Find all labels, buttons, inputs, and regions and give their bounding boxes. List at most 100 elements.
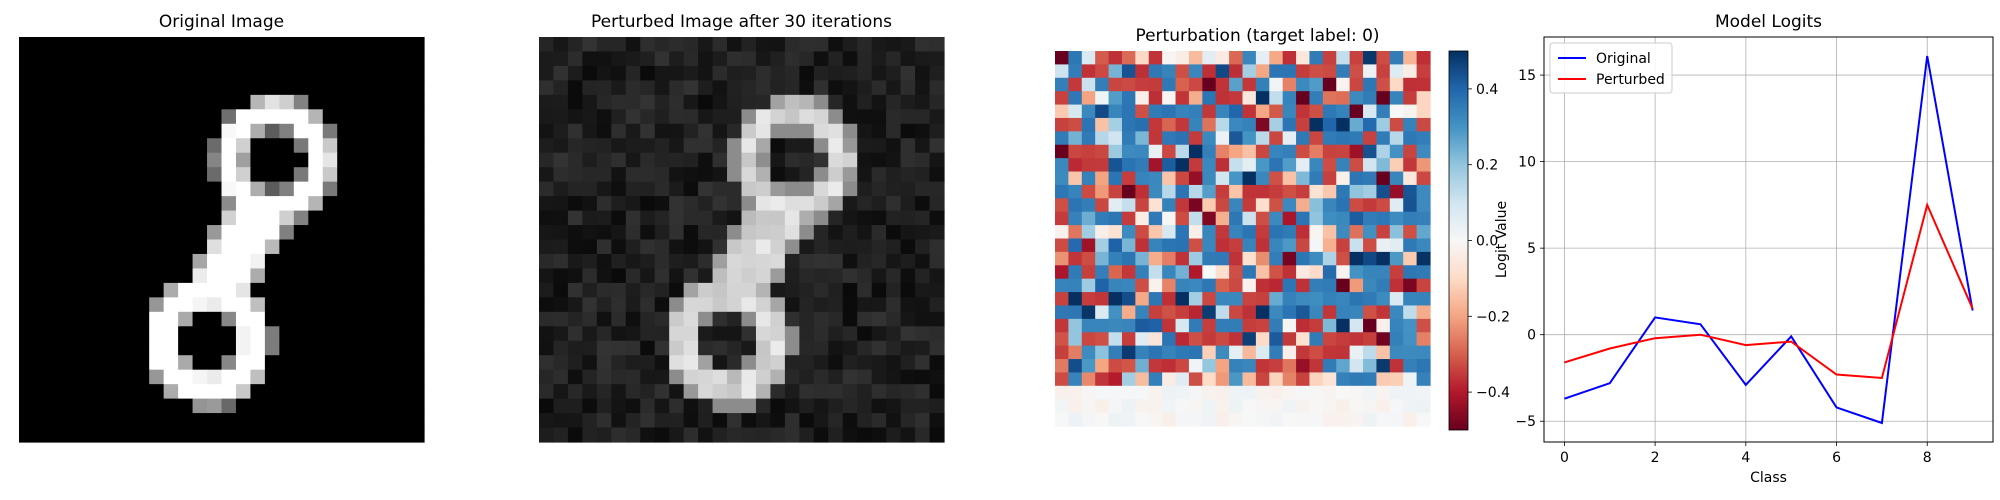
image-pixel [293,427,309,443]
image-pixel [915,253,931,270]
image-pixel [105,326,121,342]
image-pixel [279,297,295,313]
image-pixel [582,167,598,183]
image-pixel [293,196,309,212]
image-pixel [47,253,63,270]
perturbation-pixel [1068,77,1083,92]
image-pixel [683,181,699,197]
image-pixel [395,268,411,284]
image-pixel [33,65,49,81]
image-pixel [409,65,425,81]
perturbation-pixel [1121,64,1136,79]
perturbation-pixel [1255,117,1270,132]
image-pixel [929,311,945,327]
image-pixel [857,94,873,110]
image-pixel [640,355,656,371]
perturbation-pixel [1349,332,1364,347]
image-pixel [640,109,656,125]
image-pixel [625,152,641,168]
perturbation-pixel [1349,292,1364,307]
perturbation-pixel [1322,332,1337,347]
image-pixel [308,109,324,125]
perturbation-pixel [1162,117,1177,132]
image-pixel [62,253,78,270]
image-pixel [250,167,266,183]
image-pixel [539,369,555,385]
image-pixel [366,340,382,356]
perturbation-pixel [1095,91,1110,106]
perturbation-pixel [1081,265,1096,280]
image-pixel [625,398,641,414]
perturbation-pixel [1376,412,1391,427]
image-pixel [799,427,815,443]
image-pixel [33,94,49,110]
image-pixel [380,210,396,226]
image-pixel [221,340,237,356]
perturbation-pixel [1162,412,1177,427]
image-pixel [105,413,121,429]
image-pixel [842,268,858,284]
image-pixel [755,80,772,96]
image-pixel [915,80,931,96]
perturbation-pixel [1135,131,1150,146]
image-pixel [409,413,425,429]
image-pixel [351,384,367,400]
image-pixel [192,65,208,81]
image-pixel [207,369,223,385]
image-pixel [62,196,78,212]
perturbation-pixel [1296,64,1311,79]
perturbation-pixel [1282,184,1297,199]
perturbation-pixel [1269,144,1284,159]
image-pixel [279,326,295,342]
image-pixel [192,340,208,356]
image-pixel [727,94,743,110]
image-pixel [19,355,35,371]
image-pixel [929,413,945,429]
perturbation-pixel [1242,305,1257,320]
image-pixel [799,253,815,270]
image-pixel [178,152,194,168]
image-pixel [915,413,931,429]
perturbation-pixel [1269,318,1284,333]
image-pixel [727,427,743,443]
image-pixel [163,413,179,429]
image-pixel [813,225,829,241]
image-pixel [625,311,641,327]
perturbation-pixel [1095,292,1110,307]
image-pixel [727,65,743,81]
image-pixel [727,355,743,371]
perturbation-pixel [1188,278,1203,293]
image-pixel [207,384,223,400]
image-pixel [900,297,916,313]
perturbation-pixel [1296,184,1311,199]
perturbation-pixel [1229,131,1244,146]
image-pixel [654,326,670,342]
image-pixel [62,268,78,284]
perturbation-pixel [1403,117,1418,132]
perturbation-pixel [1296,412,1311,427]
perturbation-pixel [1349,359,1364,374]
image-pixel [698,398,714,414]
image-pixel [207,340,223,356]
perturbation-pixel [1309,171,1324,186]
image-pixel [727,340,743,356]
image-pixel [813,326,829,342]
image-pixel [62,355,78,371]
image-pixel [322,138,338,154]
image-pixel [134,167,150,183]
image-pixel [19,282,35,298]
perturbation-pixel [1255,211,1270,226]
perturbation-pixel [1095,399,1110,414]
image-pixel [553,253,569,270]
image-pixel [221,427,237,443]
perturbation-pixel [1255,238,1270,253]
perturbation-pixel [1135,332,1150,347]
image-pixel [264,51,280,67]
image-pixel [611,253,627,270]
perturbation-pixel [1309,292,1324,307]
perturbation-pixel [1095,158,1110,173]
perturbation-pixel [1255,225,1270,240]
image-pixel [163,123,179,139]
